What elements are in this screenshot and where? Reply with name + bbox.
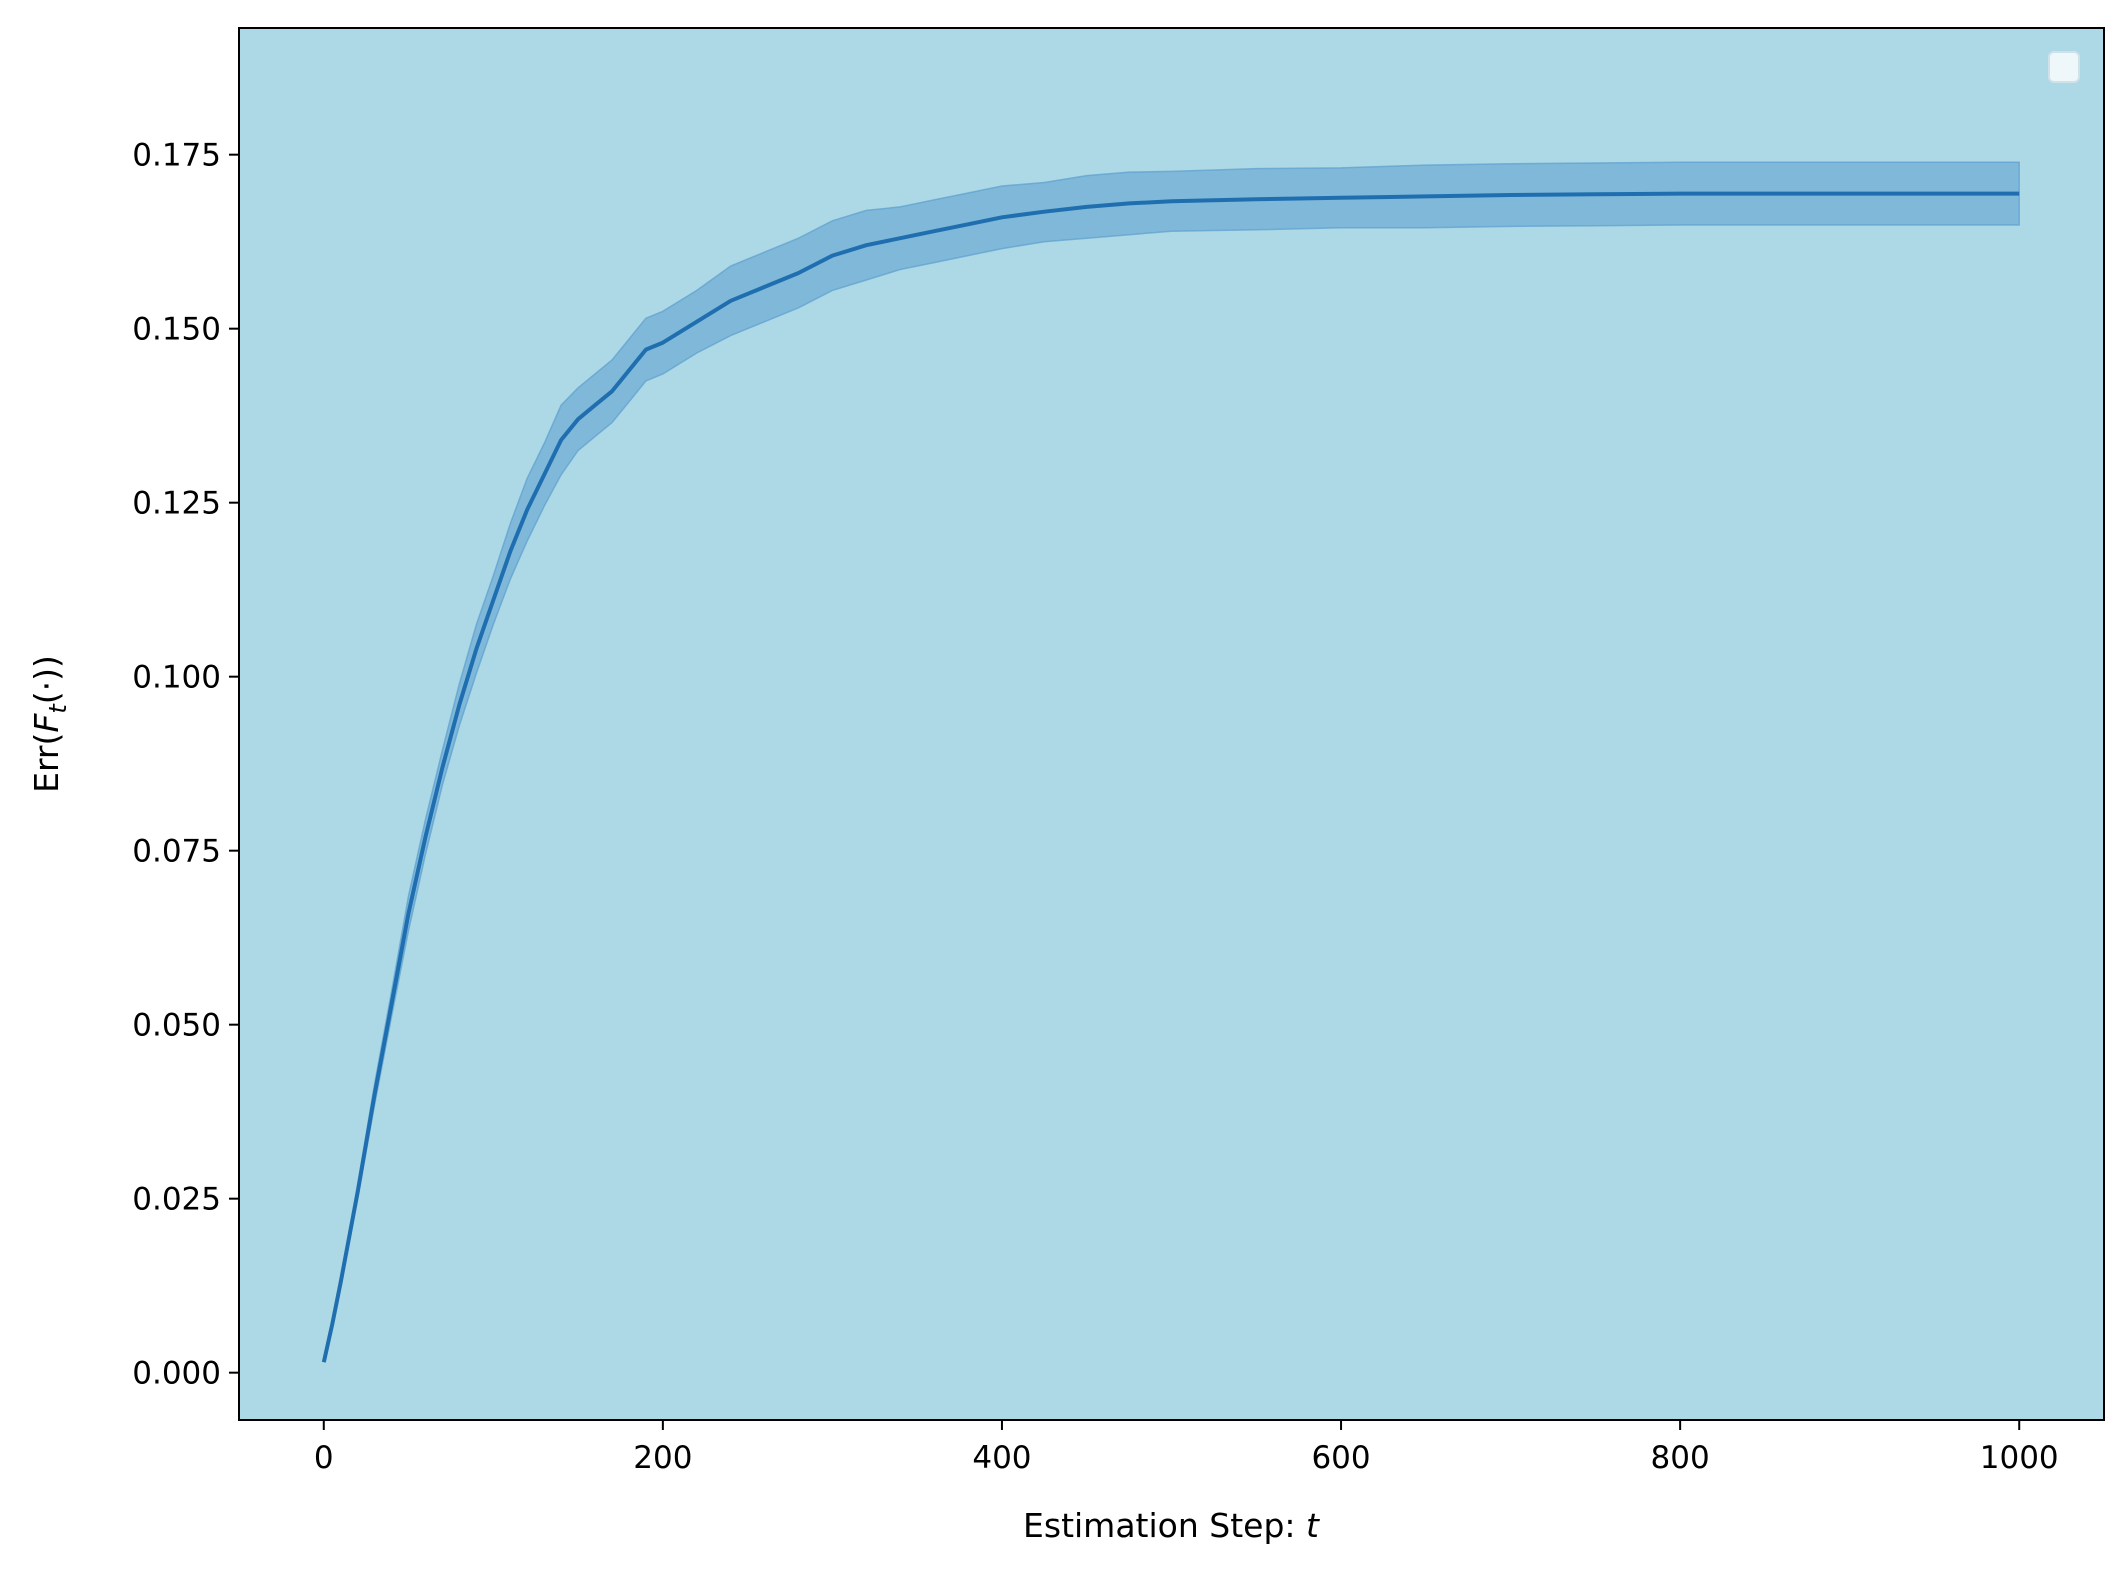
plot-frame	[238, 27, 2105, 1421]
series-line	[321, 191, 2020, 1363]
plot-area	[239, 28, 2104, 1420]
y-axis-label-suffix: (·))	[27, 655, 66, 704]
y-tick-label: 0.000	[132, 1356, 221, 1392]
y-tick-label: 0.150	[132, 312, 221, 348]
x-tick-label: 600	[1311, 1440, 1370, 1476]
y-tick-label: 0.025	[132, 1182, 221, 1218]
legend-box	[2048, 51, 2080, 83]
x-tick-label: 1000	[1980, 1440, 2059, 1476]
y-axis-label: Err(Ft(·))	[27, 655, 72, 793]
y-axis-label-prefix: Err(	[27, 733, 66, 793]
x-tick-label: 400	[972, 1440, 1031, 1476]
series-line-layer	[321, 191, 2020, 1363]
x-ticks: 0 200 400 600 800 1000	[314, 1420, 2059, 1476]
x-axis-label-variable: t	[1306, 1506, 1320, 1545]
y-axis-label-subscript: t	[44, 703, 72, 714]
y-tick-label: 0.075	[132, 834, 221, 870]
x-axis-label: Estimation Step: t	[1023, 1506, 1320, 1545]
y-ticks: 0.000 0.025 0.050 0.075 0.100 0.125 0.150 0.175	[132, 138, 239, 1392]
y-tick-label: 0.125	[132, 486, 221, 522]
x-axis-label-text: Estimation Step:	[1023, 1506, 1306, 1545]
y-tick-label: 0.175	[132, 138, 221, 174]
x-tick-label: 800	[1651, 1440, 1710, 1476]
y-axis-label-variable: F	[27, 713, 66, 733]
y-tick-label: 0.100	[132, 660, 221, 696]
x-tick-label: 200	[633, 1440, 692, 1476]
x-tick-label: 0	[314, 1440, 334, 1476]
y-tick-label: 0.050	[132, 1008, 221, 1044]
